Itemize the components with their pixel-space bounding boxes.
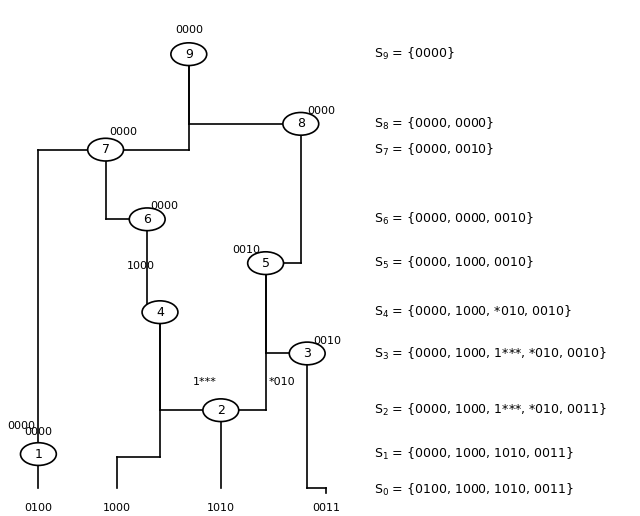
Text: *010: *010 — [269, 377, 296, 387]
Ellipse shape — [171, 43, 207, 66]
Text: 0010: 0010 — [314, 335, 342, 346]
Text: 0000: 0000 — [175, 25, 203, 35]
Ellipse shape — [129, 208, 165, 231]
Text: 1: 1 — [35, 447, 42, 461]
Text: S$_8$ = {0000, 0000}: S$_8$ = {0000, 0000} — [374, 116, 495, 132]
Text: 0000: 0000 — [109, 126, 137, 137]
Text: 0000: 0000 — [24, 427, 52, 438]
Ellipse shape — [88, 138, 124, 161]
Text: S$_2$ = {0000, 1000, 1***, *010, 0011}: S$_2$ = {0000, 1000, 1***, *010, 0011} — [374, 402, 607, 418]
Text: 0000: 0000 — [7, 421, 35, 431]
Text: 0010: 0010 — [232, 245, 260, 255]
Text: 1***: 1*** — [193, 377, 217, 387]
Text: 6: 6 — [143, 213, 151, 226]
Text: 0011: 0011 — [312, 503, 340, 513]
Text: S$_7$ = {0000, 0010}: S$_7$ = {0000, 0010} — [374, 141, 495, 158]
Text: S$_6$ = {0000, 0000, 0010}: S$_6$ = {0000, 0000, 0010} — [374, 211, 534, 228]
Text: 0000: 0000 — [307, 106, 335, 116]
Text: 9: 9 — [185, 47, 193, 61]
Text: S$_1$ = {0000, 1000, 1010, 0011}: S$_1$ = {0000, 1000, 1010, 0011} — [374, 446, 574, 462]
Text: 1000: 1000 — [127, 261, 155, 271]
Ellipse shape — [283, 112, 319, 135]
Ellipse shape — [20, 443, 56, 465]
Text: 3: 3 — [303, 347, 311, 360]
Text: 4: 4 — [156, 305, 164, 319]
Text: 1010: 1010 — [207, 503, 235, 513]
Text: S$_0$ = {0100, 1000, 1010, 0011}: S$_0$ = {0100, 1000, 1010, 0011} — [374, 482, 574, 498]
Text: 1000: 1000 — [103, 503, 131, 513]
Text: 5: 5 — [262, 256, 269, 270]
Text: 7: 7 — [102, 143, 109, 156]
Ellipse shape — [248, 252, 284, 275]
Text: S$_4$ = {0000, 1000, *010, 0010}: S$_4$ = {0000, 1000, *010, 0010} — [374, 304, 573, 320]
Ellipse shape — [203, 399, 239, 422]
Text: S$_5$ = {0000, 1000, 0010}: S$_5$ = {0000, 1000, 0010} — [374, 255, 534, 271]
Ellipse shape — [142, 301, 178, 324]
Text: 8: 8 — [297, 117, 305, 131]
Text: S$_3$ = {0000, 1000, 1***, *010, 0010}: S$_3$ = {0000, 1000, 1***, *010, 0010} — [374, 345, 607, 362]
Text: S$_9$ = {0000}: S$_9$ = {0000} — [374, 46, 455, 62]
Text: 0100: 0100 — [24, 503, 52, 513]
Text: 0000: 0000 — [150, 201, 179, 212]
Ellipse shape — [289, 342, 325, 365]
Text: 2: 2 — [217, 404, 225, 417]
